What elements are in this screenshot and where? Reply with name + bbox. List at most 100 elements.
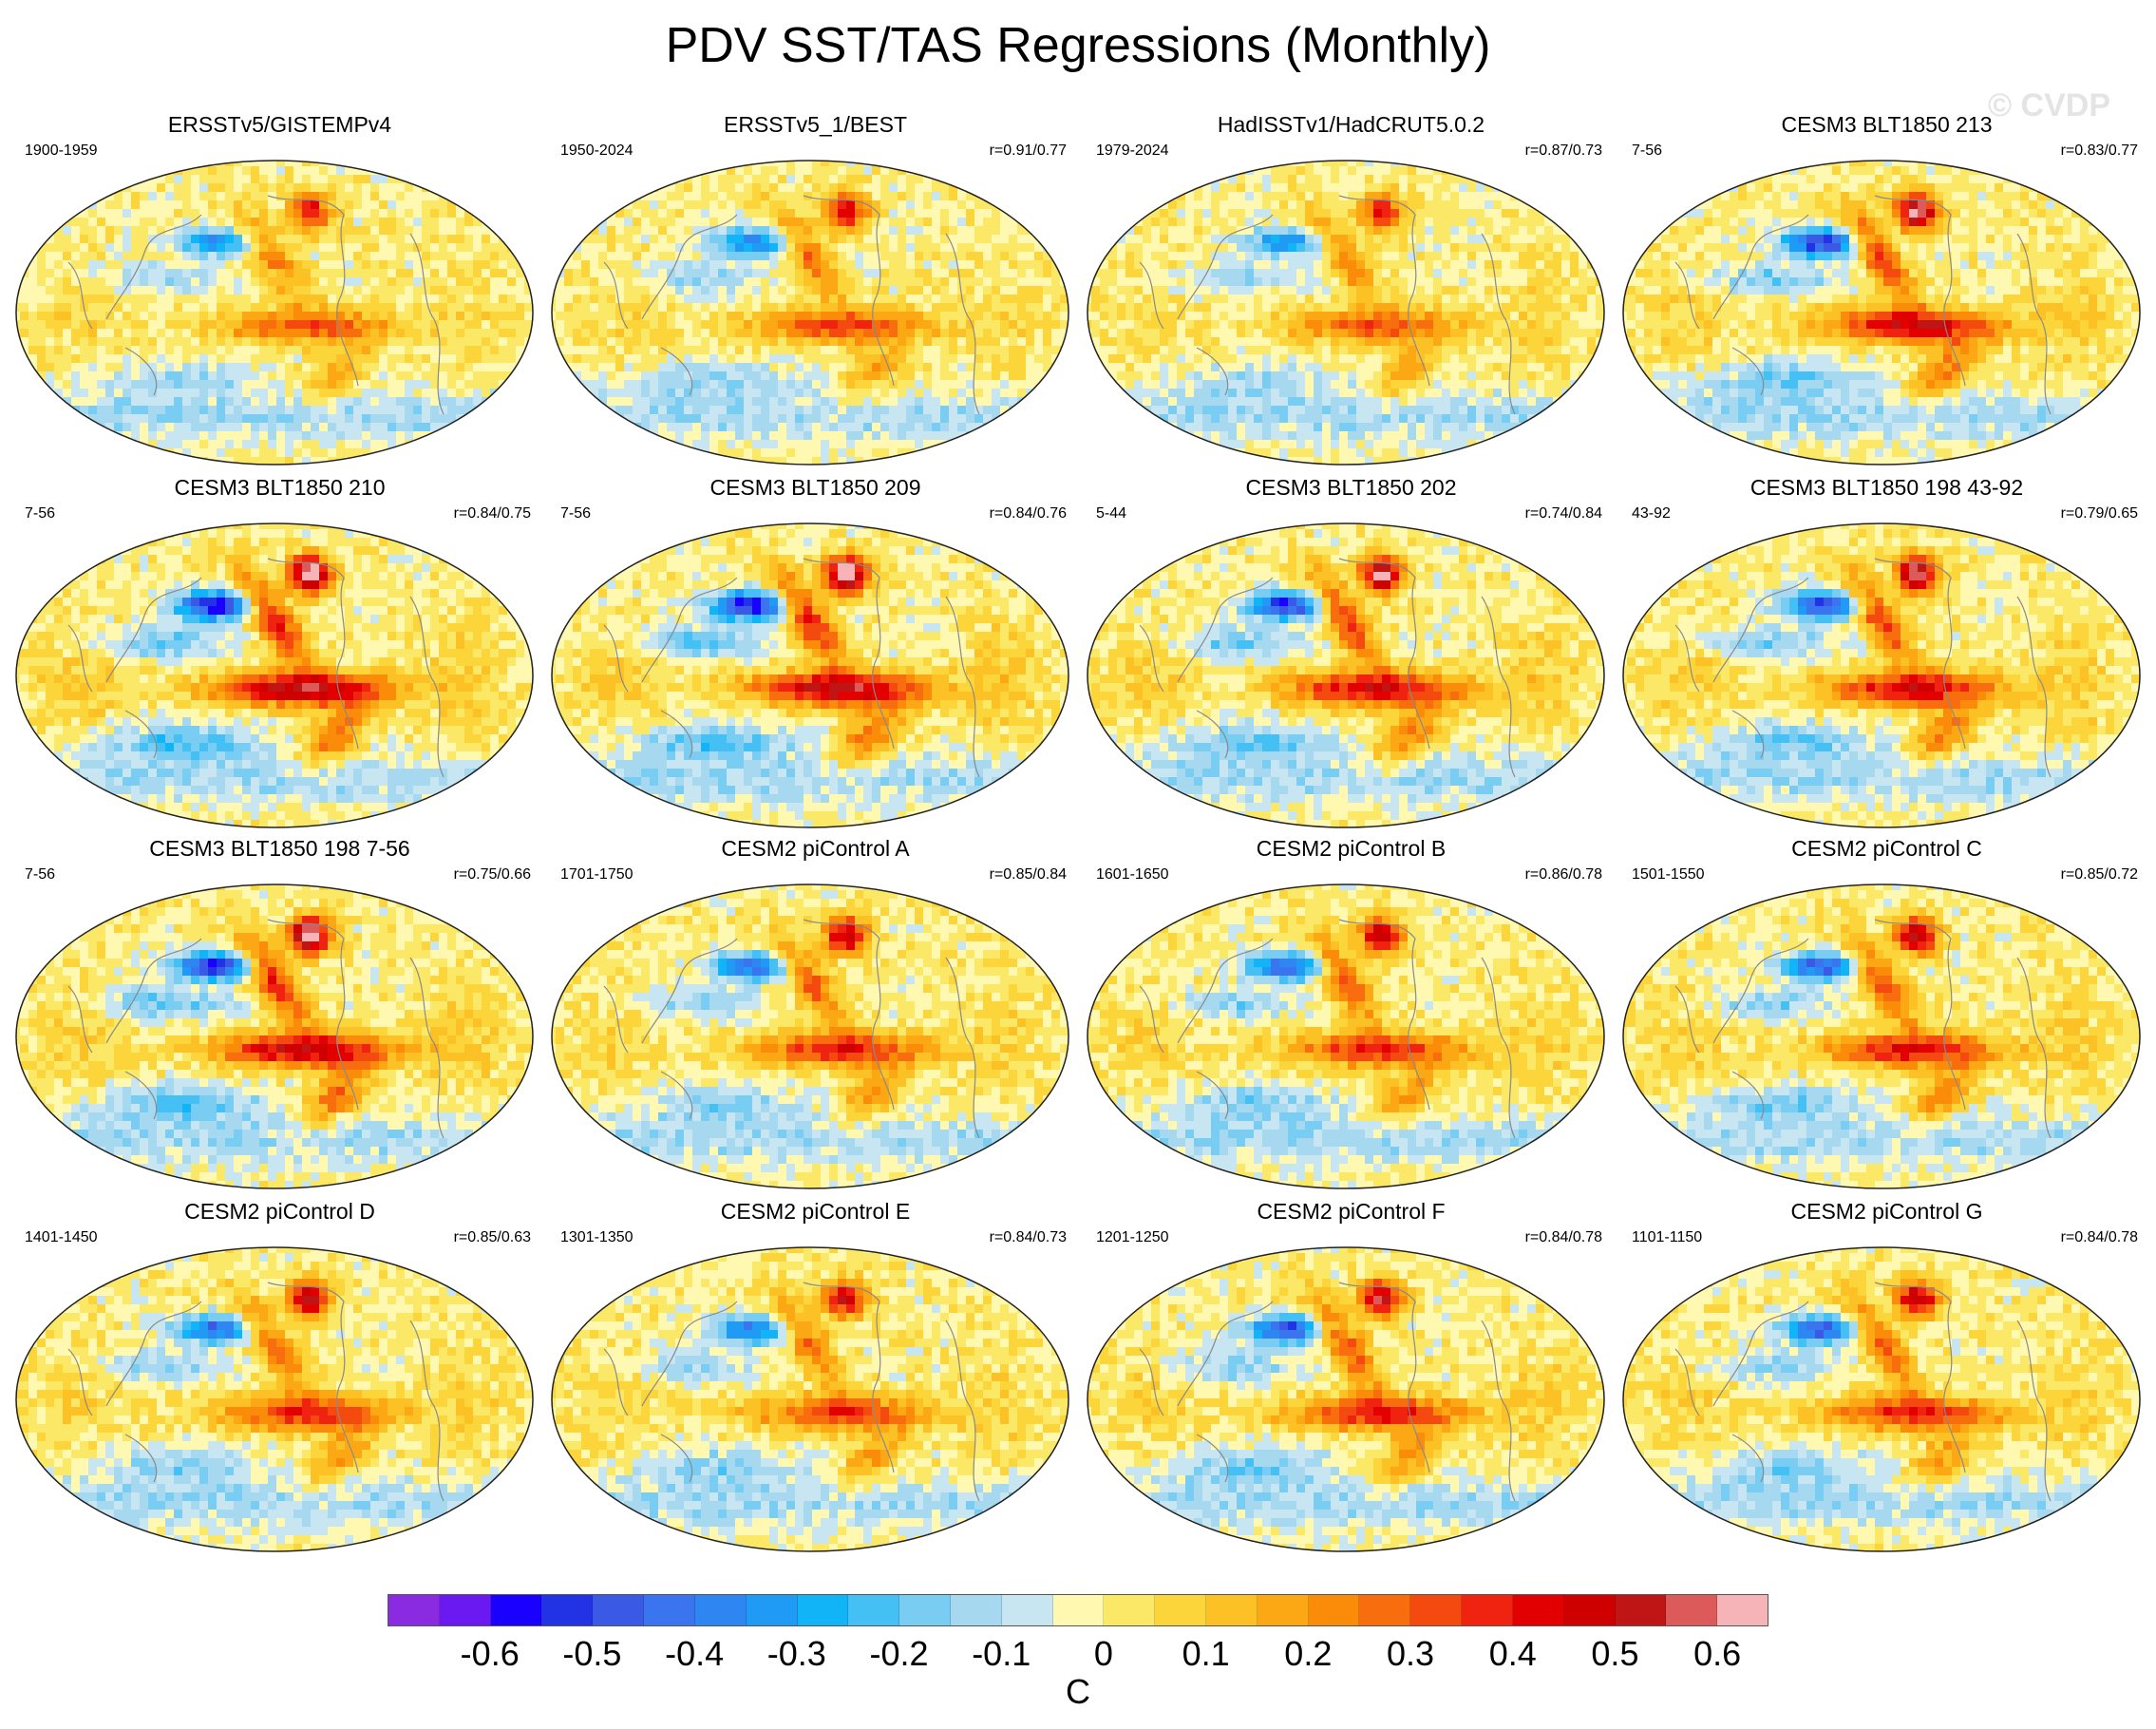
colorbar-segment — [1052, 1595, 1105, 1625]
colorbar-segment — [1155, 1595, 1206, 1625]
map-panel: CESM2 piControl B 1601-1650 r=0.86/0.78 — [1083, 836, 1619, 1192]
map-image — [1087, 884, 1605, 1189]
colorbar-tick-label: 0.4 — [1489, 1634, 1537, 1674]
panel-years: 7-56 — [25, 866, 55, 884]
panel-years: 1501-1550 — [1632, 866, 1705, 884]
colorbar-segment — [593, 1595, 645, 1625]
colorbar-legend: -0.6 -0.5 -0.4 -0.3 -0.2 -0.1 0 0.1 0.2 0.3 0.4 0.5… — [388, 1594, 1768, 1711]
panel-years: 43-92 — [1632, 505, 1671, 522]
panel-title: CESM2 piControl C — [1618, 836, 2155, 862]
colorbar-tick-label: -0.3 — [767, 1634, 826, 1674]
panel-title: ERSSTv5_1/BEST — [547, 112, 1084, 138]
colorbar-tick-label: -0.4 — [665, 1634, 724, 1674]
panel-correlation: r=0.84/0.78 — [1525, 1229, 1602, 1246]
colorbar-segment — [797, 1595, 849, 1625]
colorbar-segment — [1563, 1595, 1616, 1625]
colorbar-tick-label: 0.1 — [1182, 1634, 1230, 1674]
panel-correlation: r=0.91/0.77 — [990, 142, 1067, 160]
colorbar-tick-label: 0.6 — [1693, 1634, 1741, 1674]
panel-title: CESM3 BLT1850 213 — [1618, 112, 2155, 138]
panel-title: CESM2 piControl B — [1083, 836, 1619, 862]
map-panel: CESM3 BLT1850 209 7-56 r=0.84/0.76 — [547, 475, 1084, 831]
panel-correlation: r=0.87/0.73 — [1525, 142, 1602, 160]
colorbar-tick-label: -0.1 — [972, 1634, 1031, 1674]
colorbar-segment — [1512, 1595, 1564, 1625]
colorbar-segment — [1206, 1595, 1258, 1625]
panel-years: 1601-1650 — [1096, 866, 1169, 884]
colorbar-segment — [541, 1595, 594, 1625]
map-panel: CESM3 BLT1850 210 7-56 r=0.84/0.75 — [11, 475, 548, 831]
panel-title: CESM2 piControl D — [11, 1199, 548, 1225]
colorbar-segment — [746, 1595, 798, 1625]
map-panel: CESM2 piControl D 1401-1450 r=0.85/0.63 — [11, 1199, 548, 1555]
map-image — [1087, 160, 1605, 466]
colorbar-segment — [388, 1595, 440, 1625]
map-image — [15, 1246, 534, 1552]
panel-years: 1701-1750 — [560, 866, 634, 884]
colorbar-segment — [1615, 1595, 1667, 1625]
colorbar-tick-label: 0.3 — [1387, 1634, 1434, 1674]
map-panel: CESM3 BLT1850 198 43-92 43-92 r=0.79/0.65 — [1618, 475, 2155, 831]
panel-correlation: r=0.85/0.72 — [2061, 866, 2138, 884]
panel-correlation: r=0.86/0.78 — [1525, 866, 1602, 884]
colorbar-segment — [848, 1595, 900, 1625]
panel-correlation: r=0.85/0.63 — [454, 1229, 531, 1246]
map-panel: CESM2 piControl A 1701-1750 r=0.85/0.84 — [547, 836, 1084, 1192]
colorbar-segment — [490, 1595, 542, 1625]
map-image — [15, 884, 534, 1189]
map-panel: CESM2 piControl C 1501-1550 r=0.85/0.72 — [1618, 836, 2155, 1192]
figure-title: PDV SST/TAS Regressions (Monthly) — [0, 17, 2156, 74]
panel-title: CESM3 BLT1850 210 — [11, 475, 548, 501]
map-image — [1622, 1246, 2141, 1552]
map-image — [1087, 522, 1605, 828]
map-image — [551, 160, 1069, 466]
map-panel: CESM3 BLT1850 198 7-56 7-56 r=0.75/0.66 — [11, 836, 548, 1192]
colorbar-segment — [950, 1595, 1002, 1625]
map-image — [551, 522, 1069, 828]
map-panel: ERSSTv5/GISTEMPv4 1900-1959 — [11, 112, 548, 468]
panel-years: 1950-2024 — [560, 142, 634, 160]
panel-title: CESM3 BLT1850 198 7-56 — [11, 836, 548, 862]
panel-years: 7-56 — [560, 505, 591, 522]
panel-years: 1101-1150 — [1632, 1229, 1702, 1246]
panel-correlation: r=0.79/0.65 — [2061, 505, 2138, 522]
colorbar-tick-label: 0 — [1094, 1634, 1113, 1674]
colorbar-segment — [1462, 1595, 1513, 1625]
colorbar-tick-label: 0.5 — [1591, 1634, 1638, 1674]
panel-years: 1401-1450 — [25, 1229, 98, 1246]
map-image — [551, 1246, 1069, 1552]
colorbar-tick-label: -0.5 — [562, 1634, 621, 1674]
colorbar-segment — [644, 1595, 695, 1625]
colorbar-strip — [388, 1594, 1768, 1626]
map-image — [15, 522, 534, 828]
map-panel: CESM3 BLT1850 213 7-56 r=0.83/0.77 — [1618, 112, 2155, 468]
map-image — [1622, 522, 2141, 828]
colorbar-segment — [1359, 1595, 1411, 1625]
panel-title: CESM2 piControl F — [1083, 1199, 1619, 1225]
map-image — [1622, 160, 2141, 466]
colorbar-segment — [1308, 1595, 1360, 1625]
panel-years: 1900-1959 — [25, 142, 98, 160]
colorbar-segment — [1410, 1595, 1463, 1625]
panel-title: CESM2 piControl G — [1618, 1199, 2155, 1225]
colorbar-tick-label: 0.2 — [1284, 1634, 1332, 1674]
panel-title: HadISSTv1/HadCRUT5.0.2 — [1083, 112, 1619, 138]
map-panel: ERSSTv5_1/BEST 1950-2024 r=0.91/0.77 — [547, 112, 1084, 468]
panel-years: 1301-1350 — [560, 1229, 634, 1246]
colorbar-segment — [439, 1595, 491, 1625]
colorbar-segment — [1001, 1595, 1053, 1625]
colorbar-segment — [1717, 1595, 1768, 1625]
map-panel: CESM2 piControl E 1301-1350 r=0.84/0.73 — [547, 1199, 1084, 1555]
colorbar-segment — [1104, 1595, 1156, 1625]
colorbar-segment — [694, 1595, 747, 1625]
panel-title: CESM3 BLT1850 202 — [1083, 475, 1619, 501]
panel-title: CESM2 piControl A — [547, 836, 1084, 862]
panel-correlation: r=0.84/0.75 — [454, 505, 531, 522]
panel-correlation: r=0.75/0.66 — [454, 866, 531, 884]
panel-correlation: r=0.83/0.77 — [2061, 142, 2138, 160]
panel-correlation: r=0.84/0.78 — [2061, 1229, 2138, 1246]
colorbar-tick-label: -0.2 — [869, 1634, 928, 1674]
panel-years: 1979-2024 — [1096, 142, 1169, 160]
panel-title: ERSSTv5/GISTEMPv4 — [11, 112, 548, 138]
colorbar-unit: C — [1066, 1672, 1090, 1712]
